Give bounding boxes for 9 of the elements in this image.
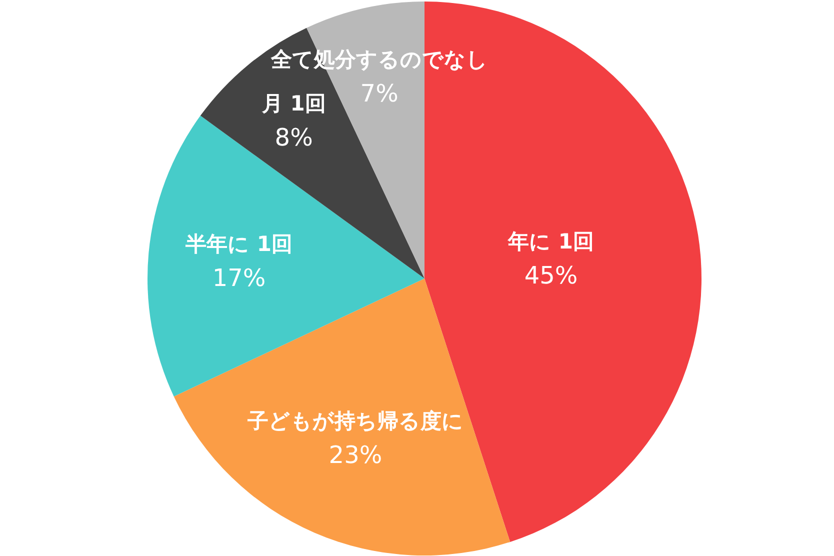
data-label: 45% — [524, 261, 578, 290]
data-label: 8% — [274, 124, 313, 152]
slice-label: 月 1回 — [260, 92, 326, 116]
data-label: 17% — [212, 264, 266, 292]
data-label: 23% — [328, 441, 382, 470]
slice-label: 半年に 1回 — [184, 232, 293, 256]
data-label: 7% — [360, 79, 398, 108]
slice-label: 年に 1回 — [507, 229, 594, 254]
slice-label: 子どもが持ち帰る度に — [246, 409, 464, 434]
